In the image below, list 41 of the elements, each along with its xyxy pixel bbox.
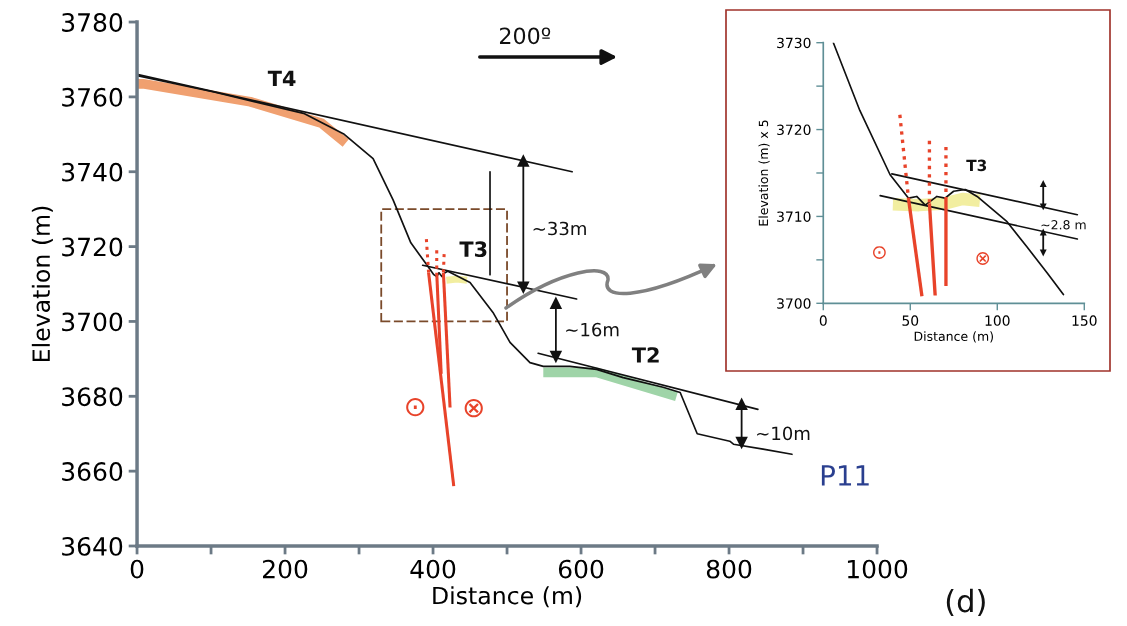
x-axis-title: Distance (m) <box>914 331 993 343</box>
y-tick-label: 3660 <box>62 462 123 481</box>
y-tick-label: 3710 <box>777 211 811 222</box>
y-axis-title: Elevation (m) <box>31 206 53 361</box>
x-tick-label: 0 <box>819 315 827 326</box>
x-tick-label: 800 <box>706 559 752 579</box>
y-tick-label: 3640 <box>62 536 123 556</box>
y-tick-label: 3740 <box>62 162 123 182</box>
x-axis-title: Distance (m) <box>433 586 582 608</box>
annotation: ~2.8 m <box>1041 220 1086 230</box>
x-tick-label: 150 <box>1072 315 1097 326</box>
x-tick-label: 0 <box>130 559 144 579</box>
y-tick-label: 3720 <box>62 237 123 257</box>
x-tick-label: 200 <box>263 559 308 579</box>
y-tick-label: 3760 <box>62 87 123 107</box>
x-tick-label: 400 <box>410 559 456 579</box>
x-tick-label: 50 <box>902 315 919 326</box>
annotation: ~16m <box>566 322 619 337</box>
annotation: T2 <box>631 347 659 363</box>
y-axis-title: Elevation (m) x 5 <box>758 120 770 226</box>
annotation: T4 <box>267 70 296 86</box>
y-tick-label: 3700 <box>777 298 811 309</box>
annotation: P11 <box>821 465 869 486</box>
y-tick-label: 3700 <box>62 312 123 332</box>
annotation: ⊙ <box>873 246 886 259</box>
annotation: 200º <box>499 27 551 45</box>
annotation: T3 <box>459 241 487 258</box>
y-tick-label: 3680 <box>62 387 123 407</box>
text: (d) <box>946 588 985 617</box>
annotation: ~33m <box>533 221 586 236</box>
annotation: ~10m <box>757 426 810 441</box>
annotation: ⊙ <box>406 398 425 417</box>
y-tick-label: 3780 <box>62 12 123 32</box>
y-tick-label: 3720 <box>777 124 811 136</box>
annotation: ⊗ <box>464 399 483 418</box>
x-tick-label: 100 <box>985 315 1010 326</box>
annotation: ⊗ <box>976 252 990 265</box>
y-tick-label: 3730 <box>777 37 811 49</box>
x-tick-label: 600 <box>558 559 604 579</box>
x-tick-label: 1000 <box>847 559 908 579</box>
annotation: T3 <box>966 159 987 172</box>
